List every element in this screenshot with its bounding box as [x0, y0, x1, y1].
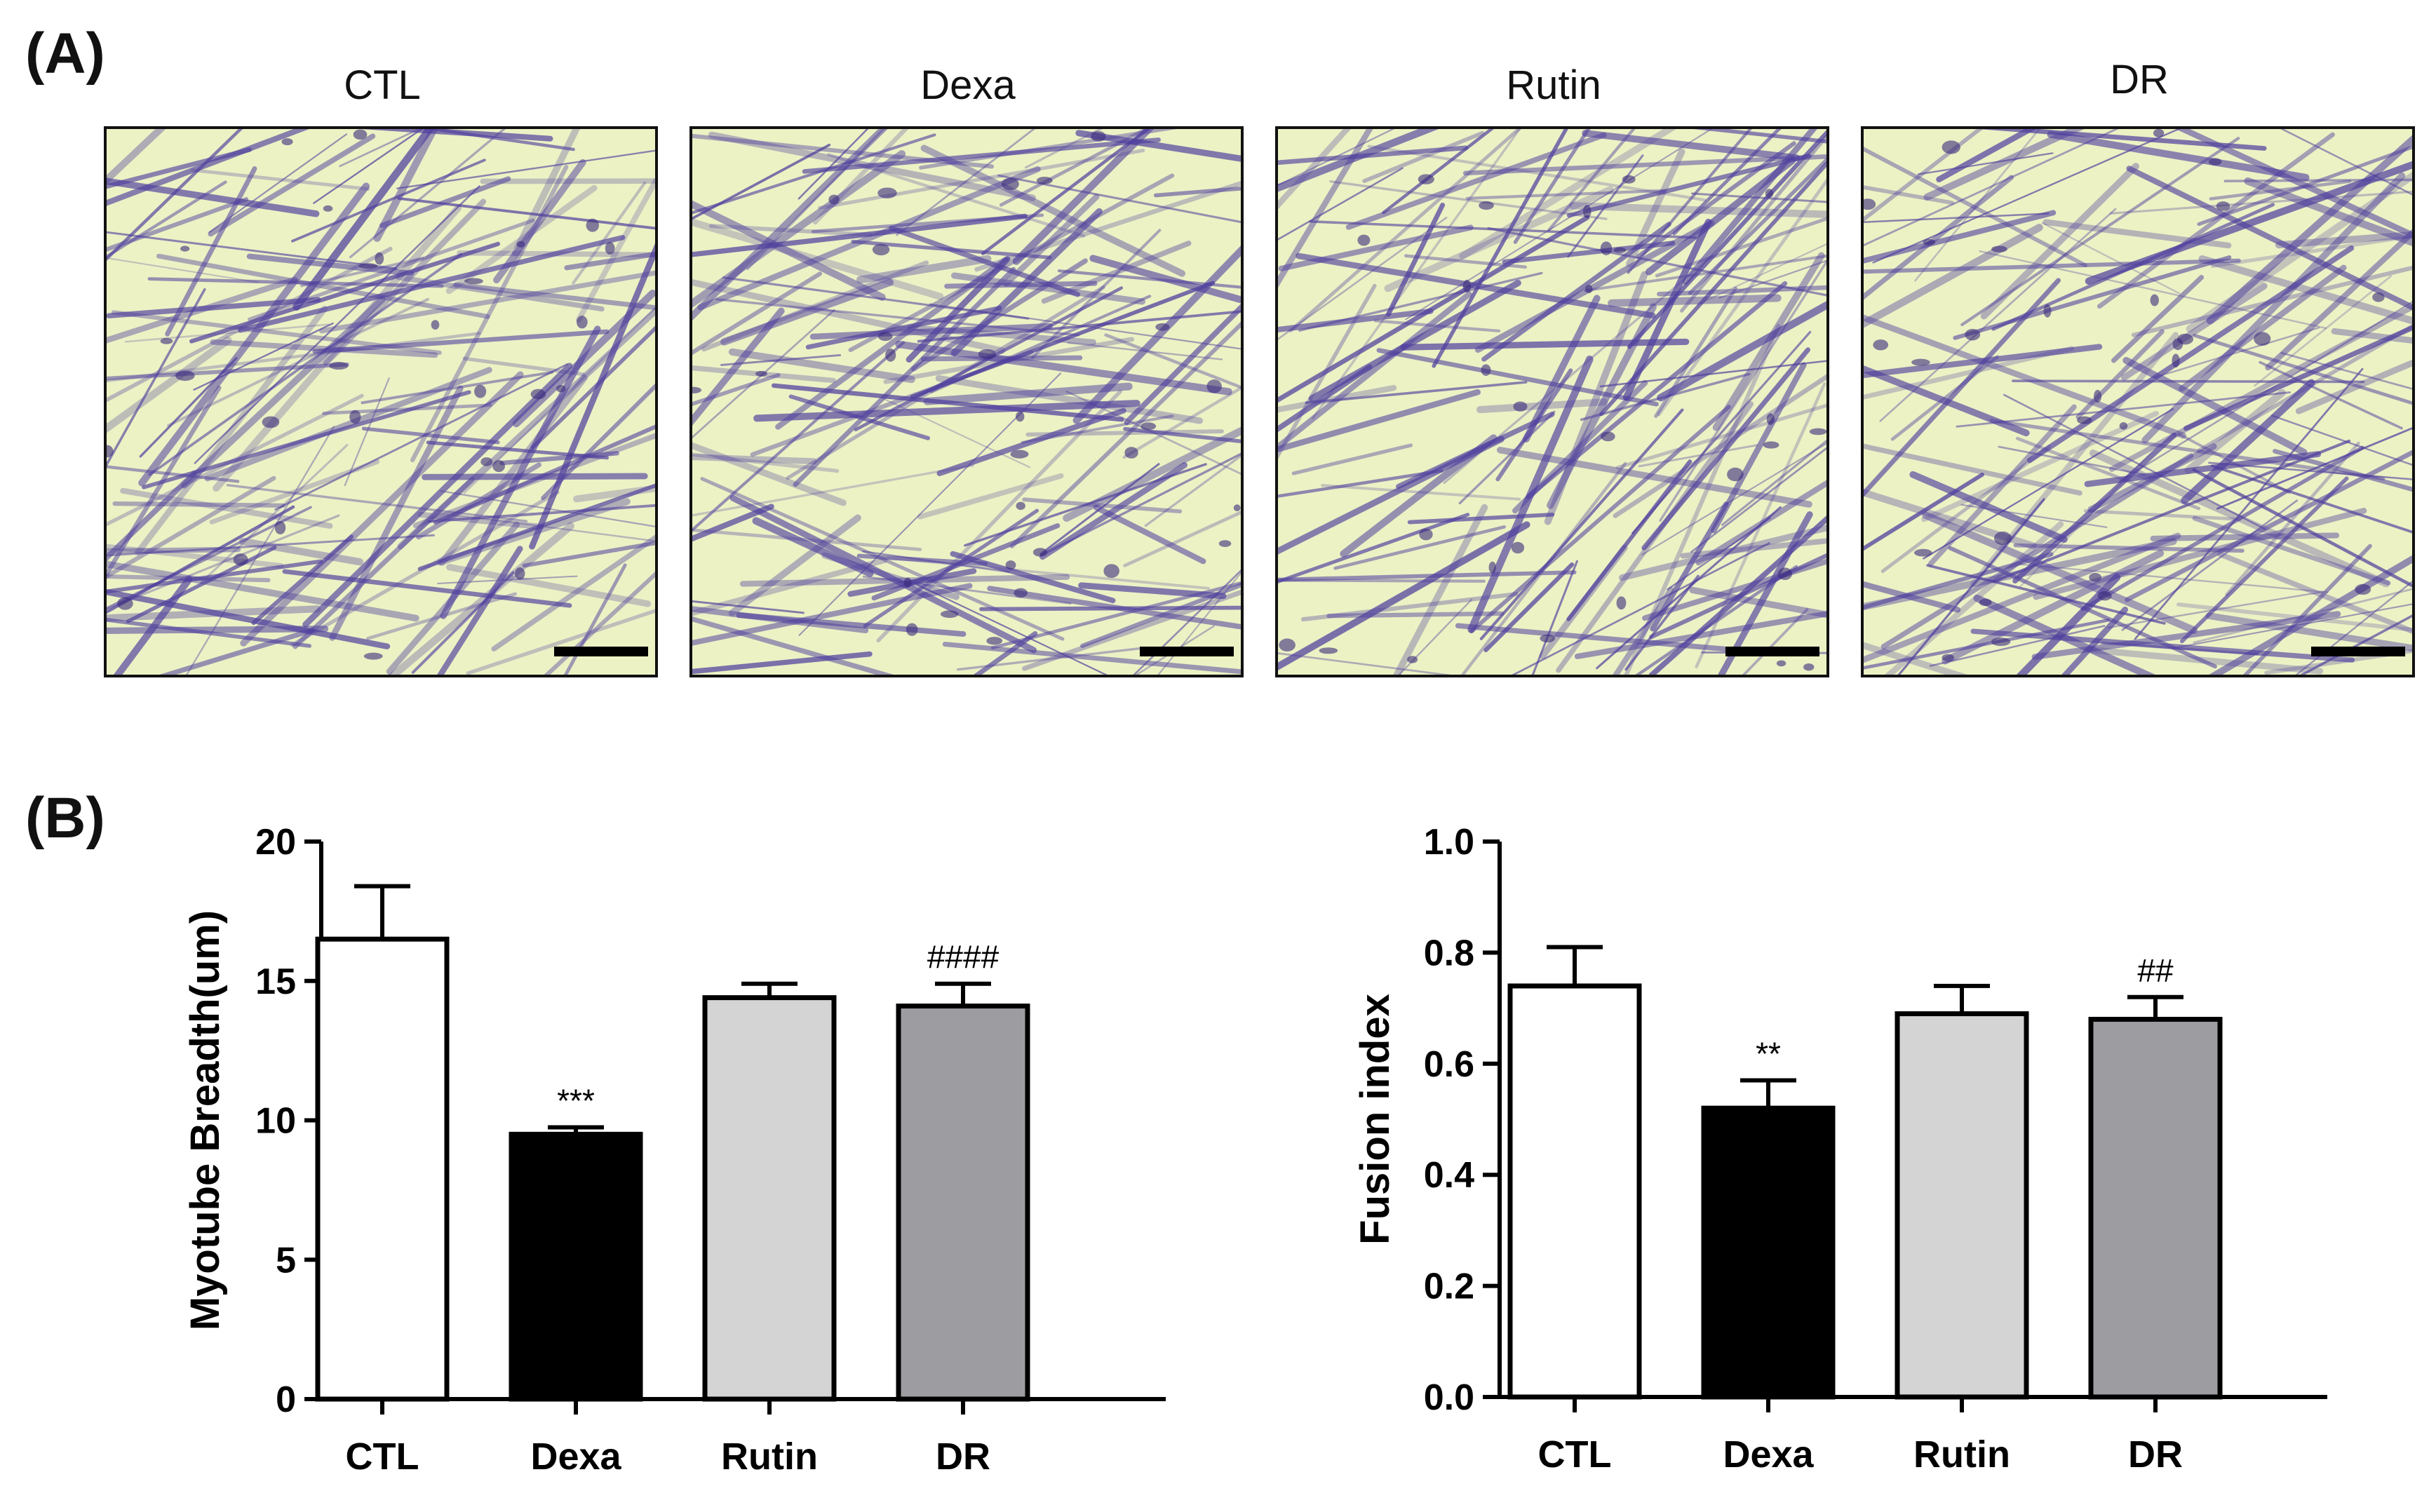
y-tick-label: 0.8 [1424, 933, 1474, 973]
x-tick-label: Dexa [530, 1436, 621, 1478]
micrograph-title-dexa: Dexa [920, 62, 1016, 108]
y-tick-label: 5 [276, 1240, 296, 1281]
x-tick-label: DR [2128, 1433, 2183, 1476]
y-tick-label: 1.0 [1424, 822, 1474, 863]
y-tick-label: 0.2 [1424, 1267, 1474, 1307]
fiber-texture [1864, 129, 2412, 675]
fiber-texture [107, 129, 655, 675]
chart-fusion-index: 0.0 0.2 0.4 0.6 0.8 1.0 Fusion index CTL Dexa ** R… [1352, 822, 2327, 1476]
significance-label: #### [927, 939, 1000, 976]
x-tick-label: CTL [346, 1436, 419, 1478]
y-tick-label: 0.0 [1424, 1377, 1474, 1418]
y-tick-label: 0.4 [1424, 1155, 1474, 1196]
y-axis-label: Fusion index [1352, 994, 1398, 1245]
panel-b-label: (B) [25, 786, 105, 850]
scale-bar [2311, 647, 2405, 656]
micrograph-dexa [689, 126, 1244, 677]
scale-bar [1140, 647, 1234, 656]
micrograph-title-ctl: CTL [344, 62, 421, 108]
scale-bar [1725, 647, 1819, 656]
x-tick-label: Rutin [721, 1436, 818, 1478]
bar-dr [2088, 1016, 2223, 1400]
x-tick-label: Dexa [1723, 1433, 1814, 1476]
panel-a-label: (A) [25, 22, 105, 86]
y-tick-label: 0 [276, 1379, 296, 1420]
micrograph-title-rutin: Rutin [1506, 62, 1601, 108]
x-tick-label: DR [936, 1436, 990, 1478]
micrograph-title-dr: DR [2110, 57, 2169, 102]
bar-rutin [1895, 1011, 2029, 1400]
bar-dr [896, 1004, 1030, 1402]
bar-ctl [1507, 983, 1642, 1400]
y-tick-label: 10 [255, 1101, 296, 1142]
bar-rutin [702, 995, 837, 1402]
bar-ctl [315, 936, 450, 1402]
significance-label: ## [2137, 952, 2174, 989]
y-tick-label: 20 [255, 822, 296, 863]
chart-myotube-breadth: 0 5 10 15 20 Myotube Breadth(um) CTL Dexa *** Rut… [182, 822, 1166, 1478]
fiber-texture [1278, 129, 1826, 675]
bar-dexa [1701, 1105, 1836, 1400]
bar-dexa [509, 1131, 643, 1402]
significance-label: ** [1756, 1036, 1781, 1072]
scale-bar [554, 647, 648, 656]
y-tick-label: 15 [255, 961, 296, 1002]
x-tick-label: Rutin [1913, 1433, 2010, 1476]
significance-label: *** [557, 1082, 595, 1119]
micrograph-ctl [104, 126, 658, 677]
y-axis-label: Myotube Breadth(um) [182, 910, 228, 1330]
x-tick-label: CTL [1538, 1433, 1612, 1476]
micrograph-dr [1861, 126, 2415, 677]
micrograph-rutin [1275, 126, 1829, 677]
bar-charts: 0 5 10 15 20 Myotube Breadth(um) CTL Dexa *** Rut… [182, 822, 2327, 1478]
fiber-texture [692, 129, 1241, 675]
y-tick-label: 0.6 [1424, 1044, 1474, 1085]
